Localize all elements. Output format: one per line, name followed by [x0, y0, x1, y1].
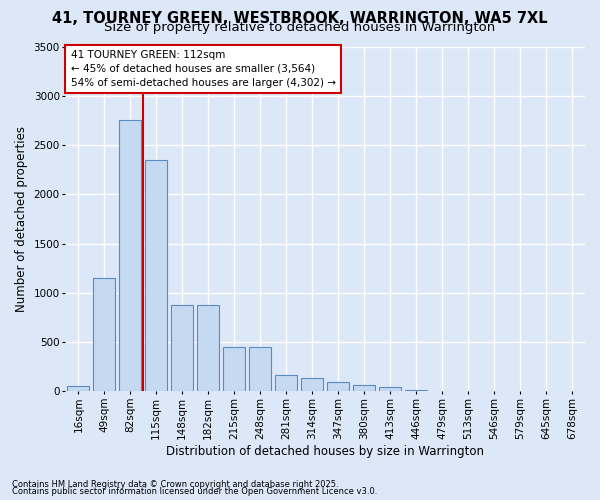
Text: Contains public sector information licensed under the Open Government Licence v3: Contains public sector information licen…	[12, 487, 377, 496]
Bar	[223, 347, 245, 392]
Text: Size of property relative to detached houses in Warrington: Size of property relative to detached ho…	[104, 22, 496, 35]
Bar	[67, 386, 89, 392]
Text: 41, TOURNEY GREEN, WESTBROOK, WARRINGTON, WA5 7XL: 41, TOURNEY GREEN, WESTBROOK, WARRINGTON…	[52, 11, 548, 26]
Bar	[275, 374, 297, 392]
Y-axis label: Number of detached properties: Number of detached properties	[15, 126, 28, 312]
Bar	[93, 278, 115, 392]
Bar	[145, 160, 167, 392]
Bar	[327, 382, 349, 392]
Bar	[353, 385, 375, 392]
Text: 41 TOURNEY GREEN: 112sqm
← 45% of detached houses are smaller (3,564)
54% of sem: 41 TOURNEY GREEN: 112sqm ← 45% of detach…	[71, 50, 335, 88]
Bar	[301, 378, 323, 392]
Text: Contains HM Land Registry data © Crown copyright and database right 2025.: Contains HM Land Registry data © Crown c…	[12, 480, 338, 489]
X-axis label: Distribution of detached houses by size in Warrington: Distribution of detached houses by size …	[166, 444, 484, 458]
Bar	[197, 305, 220, 392]
Bar	[405, 390, 427, 392]
Bar	[379, 388, 401, 392]
Bar	[249, 347, 271, 392]
Bar	[119, 120, 142, 392]
Bar	[171, 305, 193, 392]
